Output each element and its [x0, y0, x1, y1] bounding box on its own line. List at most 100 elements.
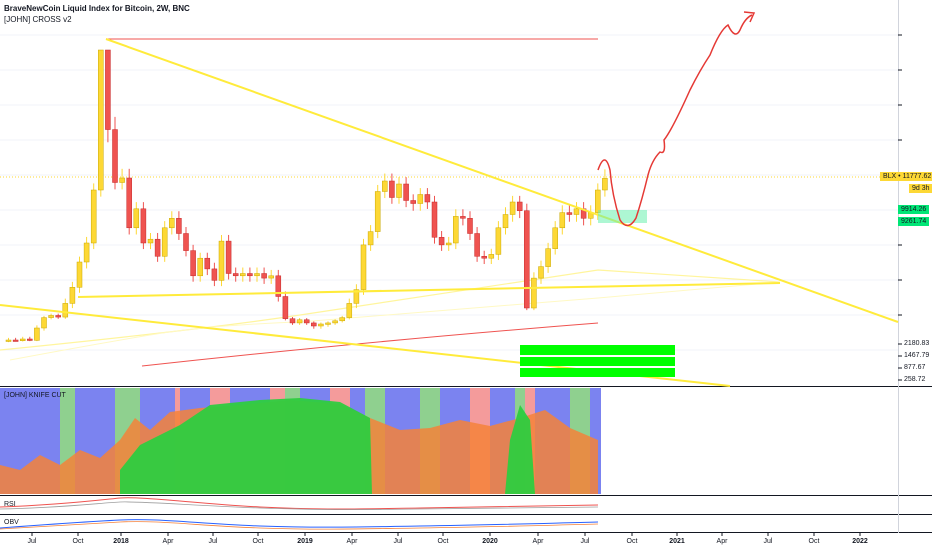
candle-down: [275, 275, 282, 297]
pane-separators: [0, 0, 932, 533]
rsi-label: RSI: [4, 501, 16, 508]
candle-up: [595, 189, 601, 213]
obv-line-2: [0, 521, 599, 530]
candle-up: [573, 208, 580, 215]
time-tick: Jul: [580, 538, 590, 545]
chart-title: BraveNewCoin Liquid Index for Bitcoin, 2…: [4, 4, 190, 13]
candle-up: [48, 315, 54, 318]
candle-down: [403, 183, 409, 201]
price-tick: 1467.79: [904, 352, 930, 359]
candle-down: [140, 208, 147, 244]
lower-trendline: [77, 282, 781, 298]
candle-down: [183, 233, 189, 251]
candle-up: [41, 317, 47, 329]
time-tick: Jul: [27, 538, 37, 545]
candle-down: [410, 200, 416, 204]
countdown-tag: 9d 3h: [909, 184, 932, 193]
candle-down: [112, 129, 118, 183]
indicator-label: [JOHN] CROSS v2: [4, 15, 72, 24]
candle-up: [69, 287, 76, 304]
obv-line: [0, 519, 599, 529]
price-tick: 258.72: [904, 376, 926, 383]
candle-down: [474, 233, 480, 257]
candle-up: [495, 227, 502, 255]
candle-up: [346, 303, 353, 318]
candle-up: [98, 49, 104, 191]
time-tick: Apr: [716, 538, 728, 545]
candle-down: [204, 257, 211, 270]
time-tick: 2021: [669, 538, 685, 545]
candle-down: [481, 256, 487, 259]
candle-down: [232, 273, 239, 277]
support-zone-box: [598, 210, 647, 223]
candle-down: [467, 218, 473, 234]
candle-up: [353, 289, 360, 304]
candle-down: [154, 238, 161, 257]
price-tick: 2180.83: [904, 340, 930, 347]
support-bottom-tag: 9261.74: [898, 217, 930, 226]
candle-down: [311, 322, 317, 327]
last-price-tag: BLX • 11777.62: [880, 172, 932, 181]
candle-up: [332, 320, 338, 324]
candle-up: [5, 339, 12, 342]
rsi-line: [0, 497, 599, 510]
candle-up: [240, 273, 246, 277]
candle-up: [538, 266, 544, 279]
time-tick: 2019: [297, 538, 313, 545]
time-tick: Jul: [208, 538, 218, 545]
time-tick: Apr: [532, 538, 544, 545]
candle-down: [225, 240, 232, 274]
buy-zone-3: [520, 368, 675, 377]
candle-up: [374, 191, 381, 232]
time-tick: 2018: [113, 538, 129, 545]
projection-arrow: [597, 14, 753, 227]
candle-up: [76, 261, 83, 288]
time-tick: Apr: [162, 538, 174, 545]
candle-up: [545, 248, 551, 267]
buy-zone-2: [520, 357, 675, 366]
candle-up: [602, 178, 608, 191]
time-tick: Oct: [252, 538, 264, 545]
candle-down: [303, 319, 310, 324]
candle-up: [367, 231, 374, 246]
candle-down: [176, 218, 182, 234]
support-top-tag: 9914.26: [898, 205, 930, 214]
candle-up: [34, 327, 40, 341]
candle-up: [119, 177, 125, 183]
ma-yellow-line: [0, 269, 781, 351]
candle-up: [62, 303, 69, 318]
candle-up: [445, 242, 452, 246]
rsi-line-2: [0, 501, 599, 511]
candle-down: [261, 273, 267, 279]
candle-up: [268, 275, 274, 279]
candle-down: [282, 296, 289, 319]
price-tick: 877.67: [904, 364, 926, 371]
candle-up: [90, 189, 97, 244]
candle-up: [531, 277, 537, 309]
time-tick: Oct: [808, 538, 820, 545]
candle-down: [105, 49, 111, 130]
candle-up: [254, 273, 260, 277]
knife-cut-pane: [0, 388, 601, 494]
candle-down: [126, 177, 132, 229]
obv-label: OBV: [4, 519, 19, 526]
candle-up: [360, 244, 367, 290]
candle-down: [12, 339, 19, 342]
candle-down: [524, 210, 530, 309]
candle-up: [19, 338, 26, 341]
ma-lower-line: [9, 281, 781, 361]
time-tick: 2020: [482, 538, 498, 545]
time-tick: Jul: [763, 538, 773, 545]
projection-arrowhead: [743, 11, 756, 23]
candle-up: [83, 242, 90, 263]
candle-down: [516, 201, 523, 211]
candle-up: [296, 319, 303, 324]
candle-down: [247, 273, 253, 277]
time-axis-ticks: [31, 533, 861, 536]
knife-cut-label: [JOHN] KNIFE CUT: [4, 392, 66, 399]
candle-up: [559, 212, 566, 229]
time-tick: Jul: [393, 538, 403, 545]
time-tick: 2022: [852, 538, 868, 545]
ma-red-line: [141, 322, 599, 367]
